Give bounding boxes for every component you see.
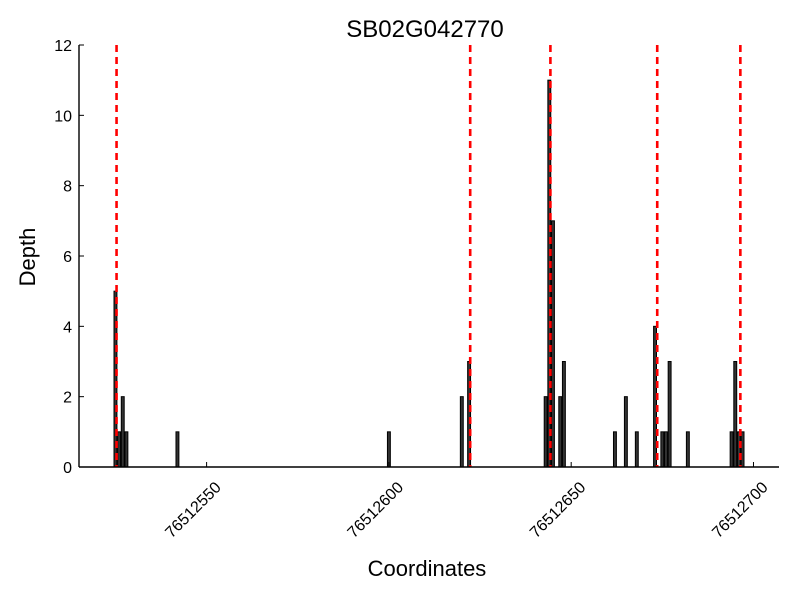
data-bar	[612, 431, 617, 468]
data-bar	[623, 396, 628, 468]
y-tick-label: 12	[54, 38, 72, 55]
data-bar	[467, 361, 472, 468]
data-bar	[459, 396, 464, 468]
data-bar	[386, 431, 391, 468]
y-tick-label: 0	[63, 460, 72, 477]
data-bar	[543, 396, 548, 468]
data-bar	[733, 361, 738, 468]
x-tick-label: 76512650	[527, 479, 589, 541]
y-axis-label: Depth	[15, 228, 40, 287]
data-bar	[729, 431, 734, 468]
data-bar	[117, 431, 122, 468]
data-bar	[113, 290, 118, 468]
x-tick-label: 76512550	[162, 479, 224, 541]
plot-area: 0 2 4 6 8 10 12 76512550 76512600 76512650 7651270…	[54, 38, 779, 542]
y-tick-label: 2	[63, 390, 72, 407]
data-bar	[175, 431, 180, 468]
data-bar	[685, 431, 690, 468]
data-bar	[664, 431, 668, 468]
data-bar	[740, 431, 745, 468]
x-tick-label: 76512700	[709, 479, 771, 541]
data-bar	[120, 396, 125, 468]
y-tick-label: 4	[63, 319, 72, 336]
chart-title: SB02G042770	[346, 16, 503, 43]
data-bar	[551, 220, 555, 468]
y-tick-label: 6	[63, 249, 72, 266]
x-axis-label: Coordinates	[368, 556, 487, 581]
y-tick-label: 10	[54, 108, 72, 125]
data-bar	[124, 431, 129, 468]
data-bar	[561, 361, 566, 468]
data-bar	[558, 396, 563, 468]
data-bar	[667, 361, 672, 468]
y-tick-label: 8	[63, 179, 72, 196]
data-bar	[660, 431, 665, 468]
data-bar	[634, 431, 639, 468]
data-bar	[736, 431, 741, 468]
x-tick-label: 76512600	[345, 479, 407, 541]
